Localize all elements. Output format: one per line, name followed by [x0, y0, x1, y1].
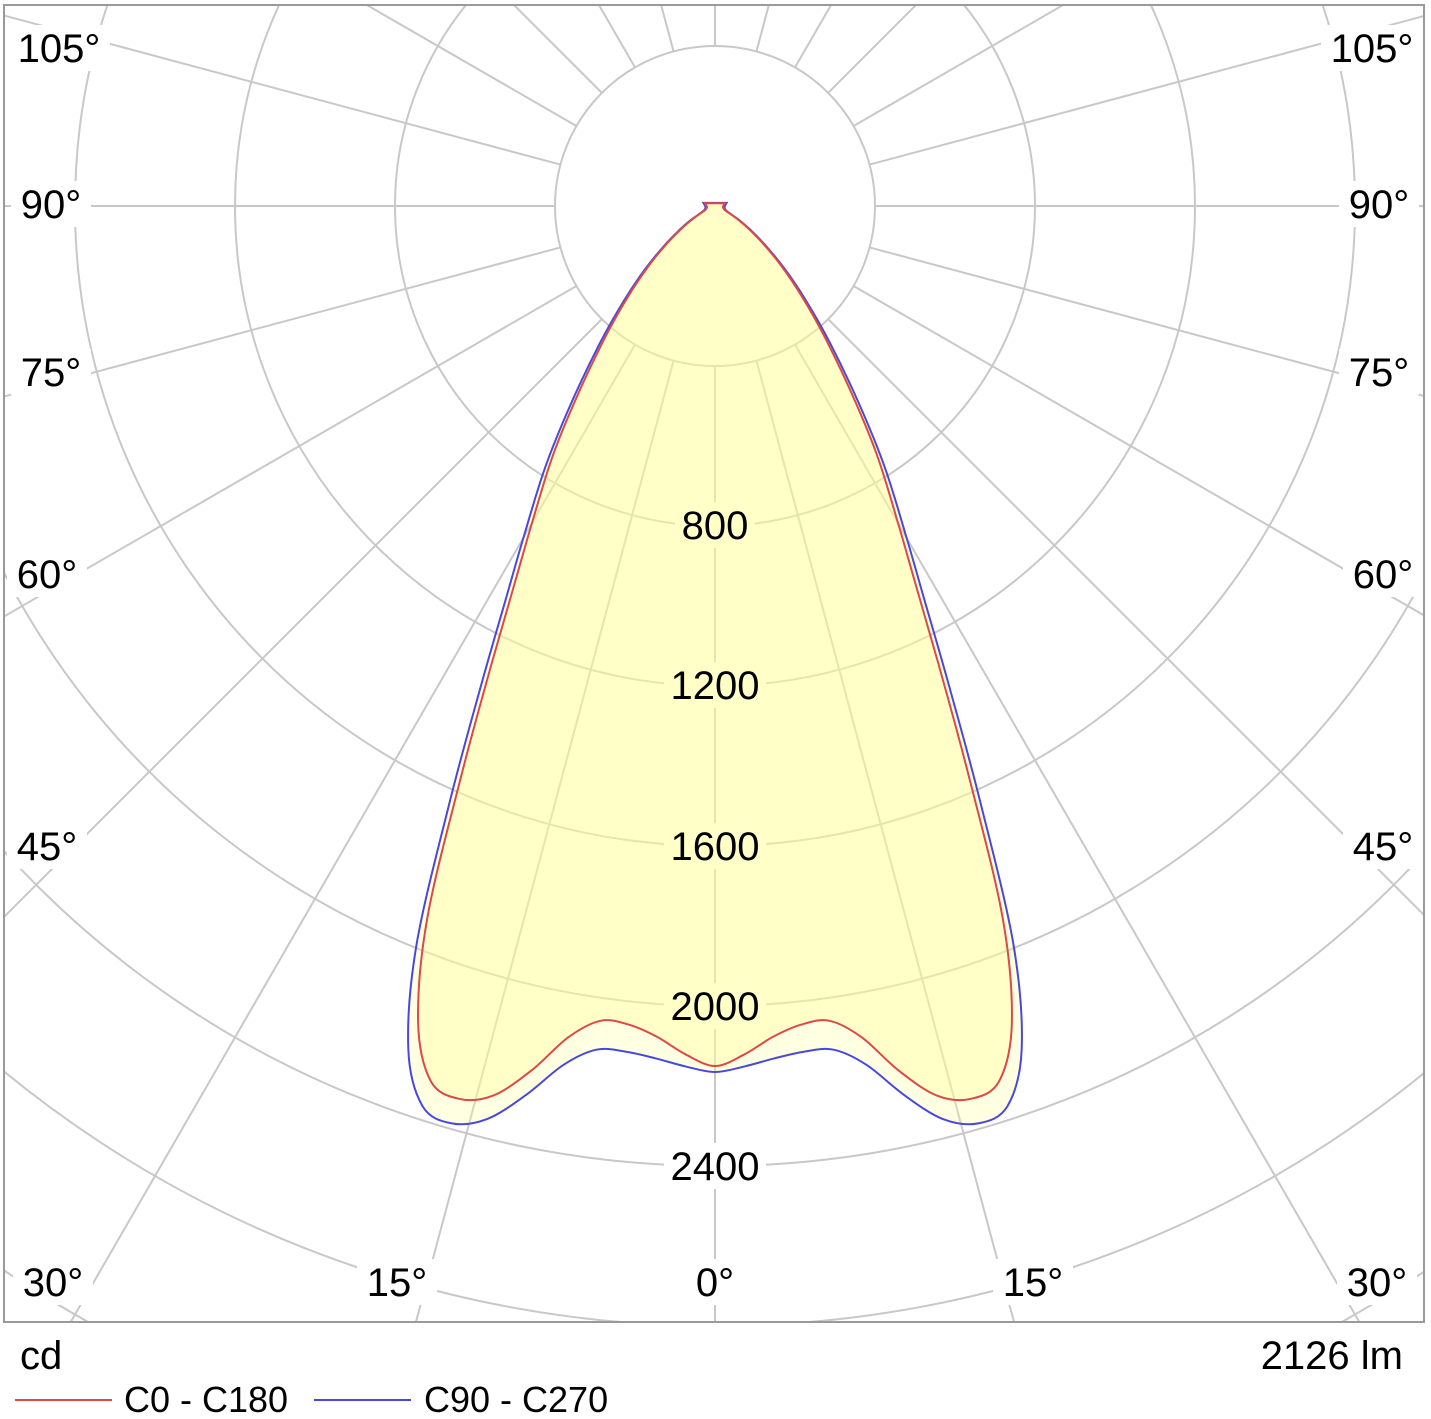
grid-radial-line-195deg — [660, 5, 675, 52]
label-gap — [664, 983, 766, 1029]
angle-tick-label: 45° — [17, 825, 78, 869]
label-gap — [1321, 25, 1423, 71]
label-gap — [1343, 551, 1423, 597]
label-gap — [664, 1143, 766, 1189]
label-gap — [993, 1259, 1073, 1305]
angle-tick-label: 0° — [696, 1261, 734, 1305]
label-gap — [1339, 181, 1419, 227]
plot-border — [3, 4, 1425, 1323]
radial-tick-label-2000: 2000 — [671, 985, 760, 1029]
label-gap — [7, 551, 87, 597]
angle-tick-label: 30° — [1347, 1261, 1408, 1305]
legend-label-c90-c270: C90 - C270 — [424, 1379, 609, 1419]
label-gap — [664, 823, 766, 869]
label-gap — [664, 662, 766, 708]
angle-tick-label: 105° — [1331, 27, 1414, 71]
label-gap — [7, 823, 87, 869]
grid-radial-line-105deg — [869, 14, 1424, 166]
radial-unit-label: cd — [20, 1334, 63, 1378]
radial-tick-label-800: 800 — [682, 504, 749, 548]
label-gap — [357, 1259, 437, 1305]
radial-tick-label-2400: 2400 — [671, 1145, 760, 1189]
angle-tick-label: 90° — [21, 183, 82, 227]
grid-radial-line-315deg — [4, 318, 603, 919]
grid-radial-line-60deg — [853, 285, 1424, 617]
series-curve-C0-C180 — [417, 202, 1013, 1102]
grid-radial-line-165deg — [755, 5, 770, 52]
series-curve-C90-C270 — [407, 201, 1023, 1126]
angle-tick-label: 45° — [1353, 825, 1414, 869]
legend-line-c90-c270-icon — [314, 1399, 411, 1401]
label-gap — [1343, 823, 1423, 869]
angle-tick-label: 60° — [17, 553, 78, 597]
radial-tick-label-1200: 1200 — [671, 664, 760, 708]
legend-line-c0-c180-icon — [15, 1399, 112, 1401]
label-gap — [13, 1259, 93, 1305]
grid-radial-line-255deg — [4, 14, 561, 166]
label-gap — [8, 25, 110, 71]
angle-tick-label: 60° — [1353, 553, 1414, 597]
angle-tick-label: 75° — [21, 351, 82, 395]
angle-tick-label: 15° — [367, 1261, 428, 1305]
grid-radial-line-300deg — [4, 285, 577, 618]
grid-radial-line-75deg — [869, 246, 1424, 398]
angle-tick-label: 15° — [1003, 1261, 1064, 1305]
grid-radial-line-330deg — [69, 344, 636, 1322]
label-gap — [686, 1259, 744, 1305]
grid-radial-line-15deg — [755, 360, 1016, 1322]
grid-radial-line-285deg — [4, 246, 561, 398]
label-gap — [11, 349, 91, 395]
label-gap — [1339, 349, 1419, 395]
grid-radial-line-45deg — [827, 318, 1424, 917]
angle-tick-label: 105° — [18, 27, 101, 71]
angle-tick-label: 90° — [1349, 183, 1410, 227]
radial-tick-label-1600: 1600 — [671, 825, 760, 869]
label-gap — [11, 181, 91, 227]
legend-label-c0-c180: C0 - C180 — [124, 1379, 289, 1419]
angle-tick-label: 75° — [1349, 351, 1410, 395]
label-gap — [675, 502, 755, 548]
grid-radial-line-345deg — [414, 360, 675, 1322]
beam-fill-C0-C180 — [418, 203, 1012, 1101]
angle-tick-label: 30° — [23, 1261, 84, 1305]
luminous-flux-value: 2126 lm — [1260, 1334, 1403, 1378]
grid-radial-line-30deg — [794, 344, 1361, 1322]
label-gap — [1337, 1259, 1417, 1305]
